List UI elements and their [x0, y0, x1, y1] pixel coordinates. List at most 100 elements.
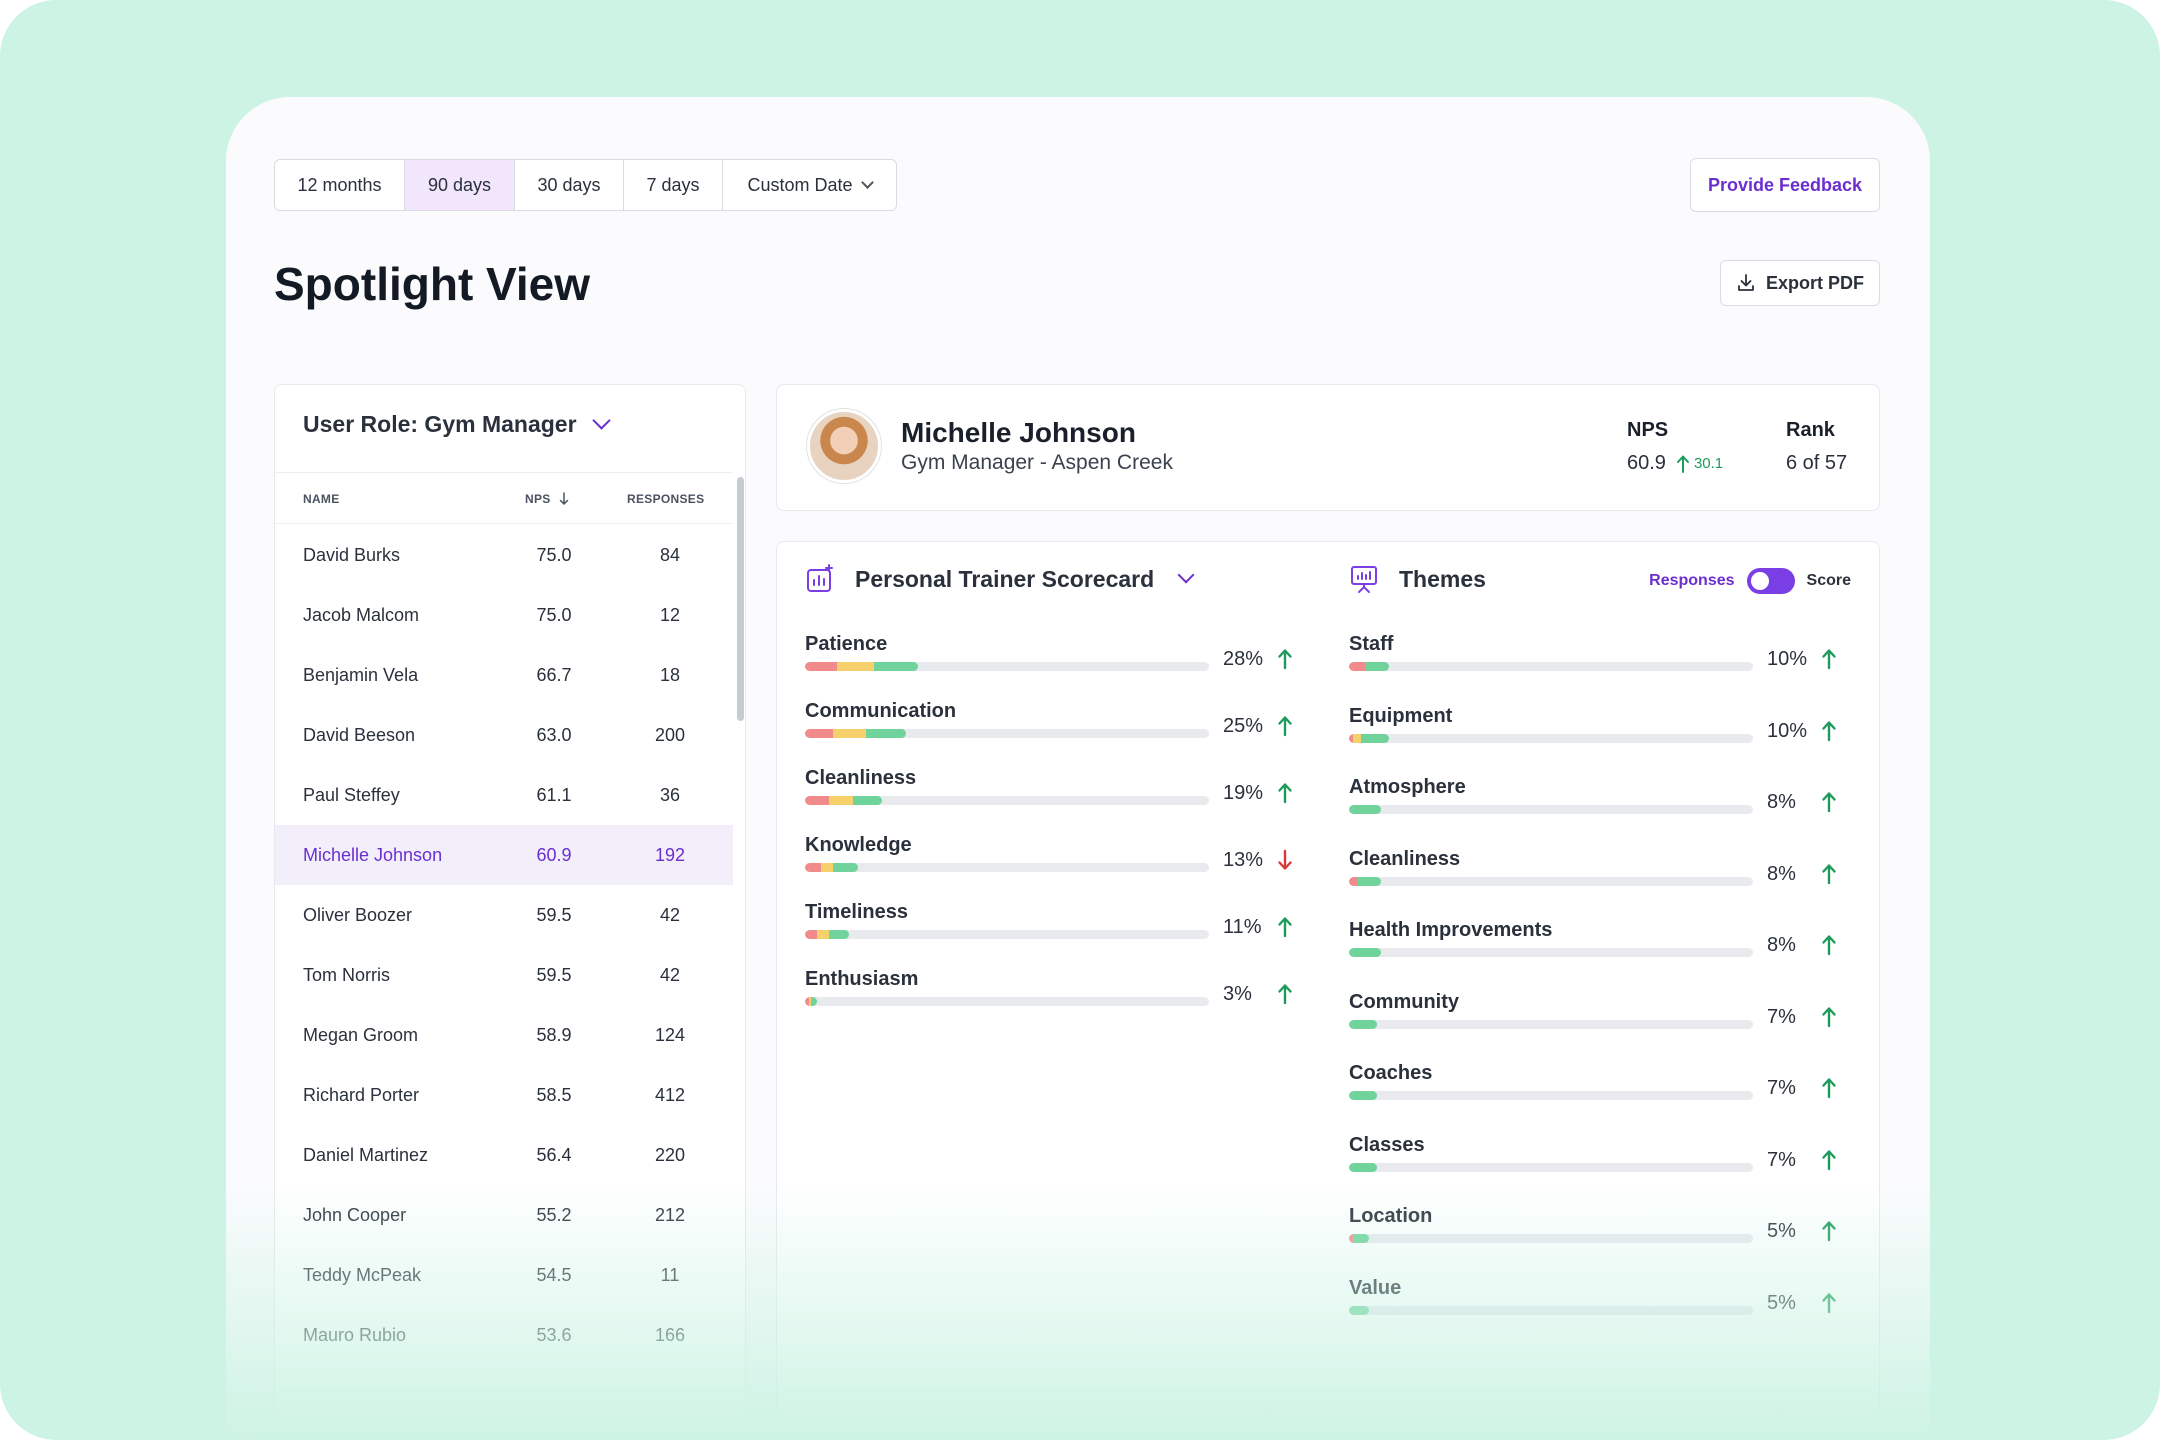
custom-date-label: Custom Date [747, 174, 853, 195]
arrow-up-icon [1822, 1078, 1836, 1099]
range-7-days[interactable]: 7 days [624, 160, 723, 210]
table-row[interactable]: Daniel Martinez 56.4 220 [275, 1125, 733, 1185]
table-header: NAME NPS RESPONSES [275, 472, 733, 524]
table-row[interactable]: David Beeson 63.0 200 [275, 705, 733, 765]
metric-bar [805, 930, 1209, 939]
scorecard-item[interactable]: Communication 25% [805, 700, 1295, 760]
table-row[interactable]: John Cooper 55.2 212 [275, 1185, 733, 1245]
bar-segment-negative [805, 930, 818, 939]
cell-responses: 84 [659, 545, 681, 565]
metric-label: Coaches [1349, 1062, 1433, 1084]
scorecard-item[interactable]: Enthusiasm 3% [805, 968, 1295, 1028]
metric-bar [1349, 805, 1753, 814]
cell-responses: 212 [654, 1205, 686, 1225]
provide-feedback-button[interactable]: Provide Feedback [1690, 158, 1880, 212]
metric-bar-fill [805, 796, 882, 805]
bar-segment-positive [833, 863, 858, 872]
arrow-up-icon [1278, 649, 1292, 670]
themes-item[interactable]: Value 5% [1349, 1277, 1839, 1337]
range-30-days[interactable]: 30 days [515, 160, 624, 210]
metric-label: Value [1349, 1276, 1402, 1299]
table-row[interactable]: David Burks 75.0 84 [275, 525, 733, 585]
cell-name: Michelle Johnson [303, 845, 443, 865]
scorecard-item[interactable]: Cleanliness 19% [805, 767, 1295, 827]
themes-item[interactable]: Classes 7% [1349, 1134, 1839, 1194]
range-12-months[interactable]: 12 months [275, 160, 405, 210]
metric-bar [805, 729, 1209, 738]
bar-segment-negative [805, 863, 822, 872]
bar-segment-positive [1349, 1019, 1378, 1029]
themes-item[interactable]: Health Improvements 8% [1349, 919, 1839, 979]
arrow-up-icon [1822, 1149, 1836, 1170]
export-pdf-button[interactable]: Export PDF [1720, 260, 1880, 306]
cell-responses: 18 [659, 665, 681, 685]
column-header-responses[interactable]: RESPONSES [627, 492, 705, 506]
arrow-up-icon [1822, 1006, 1836, 1027]
toggle-label-score[interactable]: Score [1806, 572, 1851, 589]
metric-bar [1349, 948, 1753, 957]
cell-nps: 58.9 [536, 1025, 572, 1045]
cell-responses: 12 [659, 605, 681, 625]
themes-item[interactable]: Location 5% [1349, 1205, 1839, 1265]
table-row[interactable]: Michelle Johnson 60.9 192 [275, 825, 733, 885]
table-row[interactable]: Mauro Rubio 53.6 166 [275, 1305, 733, 1365]
arrow-up-icon [1278, 917, 1292, 938]
themes-item[interactable]: Staff 10% [1349, 633, 1839, 693]
table-row[interactable]: Jacob Malcom 75.0 12 [275, 585, 733, 645]
metric-bar [1349, 1019, 1753, 1029]
chevron-down-icon [591, 411, 611, 430]
arrow-up-icon [1822, 935, 1836, 956]
metric-percent: 5% [1767, 1291, 1796, 1314]
themes-item[interactable]: Atmosphere 8% [1349, 776, 1839, 836]
metric-bar-fill [1349, 733, 1390, 743]
metric-bar [1349, 1305, 1753, 1315]
metric-percent: 3% [1223, 983, 1252, 1005]
bar-segment-positive [1361, 733, 1390, 743]
range-custom-date[interactable]: Custom Date [723, 160, 896, 210]
presentation-icon [1351, 566, 1377, 593]
table-row[interactable]: Tom Norris 59.5 42 [275, 945, 733, 1005]
cell-name: David Burks [303, 545, 401, 565]
table-row[interactable]: Teddy McPeak 54.5 11 [275, 1245, 733, 1305]
metric-percent: 8% [1767, 791, 1796, 813]
scorecard-dropdown[interactable]: Personal Trainer Scorecard [805, 564, 1195, 594]
table-row[interactable]: Paul Steffey 61.1 36 [275, 765, 733, 825]
bar-segment-neutral [809, 997, 812, 1006]
metric-percent: 28% [1223, 648, 1264, 670]
table-row[interactable]: Oliver Boozer 59.5 42 [275, 885, 733, 945]
bar-segment-neutral [1353, 733, 1362, 743]
range-90-days[interactable]: 90 days [405, 160, 515, 210]
scorecard-item[interactable]: Timeliness 11% [805, 901, 1295, 961]
responses-score-toggle[interactable] [1746, 568, 1795, 594]
bar-segment-negative [805, 729, 834, 738]
team-table-body: David Burks 75.0 84 Jacob Malcom 75.0 12 Benja… [275, 525, 733, 1365]
table-row[interactable]: Richard Porter 58.5 412 [275, 1065, 733, 1125]
scrollbar-thumb[interactable] [737, 477, 744, 721]
arrow-up-icon [1822, 863, 1836, 884]
column-header-nps[interactable]: NPS [525, 492, 569, 506]
profile-card: Michelle Johnson Gym Manager - Aspen Cre… [776, 384, 1880, 511]
sort-down-icon [559, 492, 568, 506]
cell-nps: 53.6 [536, 1325, 572, 1345]
scorecard-item[interactable]: Patience 28% [805, 633, 1295, 693]
cell-responses: 412 [654, 1085, 686, 1105]
table-row[interactable]: Benjamin Vela 66.7 18 [275, 645, 733, 705]
table-row[interactable]: Megan Groom 58.9 124 [275, 1005, 733, 1065]
bar-segment-negative [1349, 733, 1354, 743]
metric-bar [805, 662, 1209, 671]
metric-bar [805, 796, 1209, 805]
scorecard-item[interactable]: Knowledge 13% [805, 834, 1295, 894]
metric-label: Enthusiasm [805, 968, 919, 990]
scorecard-title: Personal Trainer Scorecard [855, 565, 1155, 592]
themes-item[interactable]: Coaches 7% [1349, 1062, 1839, 1122]
dashboard-window: 12 months 90 days 30 days 7 days Custom … [226, 97, 1930, 1440]
themes-item[interactable]: Cleanliness 8% [1349, 848, 1839, 908]
user-role-dropdown[interactable]: User Role: Gym Manager [303, 411, 611, 438]
themes-item[interactable]: Equipment 10% [1349, 705, 1839, 765]
themes-item[interactable]: Community 7% [1349, 991, 1839, 1051]
column-header-name[interactable]: NAME [303, 492, 340, 506]
cell-nps: 75.0 [536, 545, 572, 565]
cell-name: Benjamin Vela [303, 665, 419, 685]
metric-bar [805, 997, 1209, 1006]
toggle-label-responses[interactable]: Responses [1649, 572, 1735, 589]
